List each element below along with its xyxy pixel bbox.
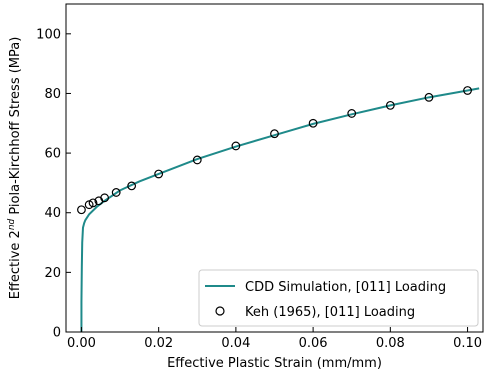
data-point xyxy=(308,118,318,128)
x-axis-title: Effective Plastic Strain (mm/mm) xyxy=(167,356,382,371)
data-point xyxy=(100,193,110,203)
legend-marker-swatch xyxy=(215,306,225,316)
x-tick-label: 0.06 xyxy=(299,336,328,351)
legend: CDD Simulation, [011] Loading Keh (1965)… xyxy=(198,269,479,327)
data-point xyxy=(154,169,164,179)
y-axis-title: Effective 2nd Piola-Kirchhoff Stress (MP… xyxy=(7,37,23,300)
y-axis-title-suffix: Piola-Kirchhoff Stress (MPa) xyxy=(8,37,23,219)
legend-box xyxy=(198,269,479,327)
legend-label-experiment: Keh (1965), [011] Loading xyxy=(245,305,415,320)
data-point xyxy=(111,188,121,197)
x-tick-label: 0.08 xyxy=(376,336,405,351)
data-point xyxy=(88,198,98,208)
legend-label-simulation: CDD Simulation, [011] Loading xyxy=(245,280,446,295)
data-point xyxy=(270,129,279,139)
y-tick-label: 0 xyxy=(53,326,61,341)
data-point xyxy=(463,86,472,95)
y-tick-label: 80 xyxy=(44,87,61,102)
plot-frame xyxy=(65,3,484,333)
y-axis-title-prefix: Effective 2 xyxy=(8,230,23,299)
x-tick-label: 0.10 xyxy=(453,336,482,351)
data-point xyxy=(347,109,357,118)
data-point xyxy=(424,92,434,102)
y-tick-label: 60 xyxy=(44,147,61,162)
ticks-layer: 0.00 0.02 0.04 0.06 0.08 0.10 0 20 40 60 80 100 xyxy=(36,27,482,351)
y-tick-label: 100 xyxy=(36,27,61,42)
x-tick-label: 0.00 xyxy=(67,336,96,351)
series-layer xyxy=(77,86,480,332)
x-tick-label: 0.02 xyxy=(144,336,173,351)
y-tick-label: 40 xyxy=(44,206,61,221)
data-point xyxy=(77,205,86,215)
x-tick-label: 0.04 xyxy=(221,336,250,351)
simulation-line xyxy=(80,87,480,332)
data-point xyxy=(127,181,137,191)
y-tick-label: 20 xyxy=(44,266,61,281)
data-point xyxy=(385,100,395,110)
data-point xyxy=(192,155,202,165)
data-point xyxy=(231,141,241,151)
y-axis-title-superscript: nd xyxy=(7,218,17,230)
